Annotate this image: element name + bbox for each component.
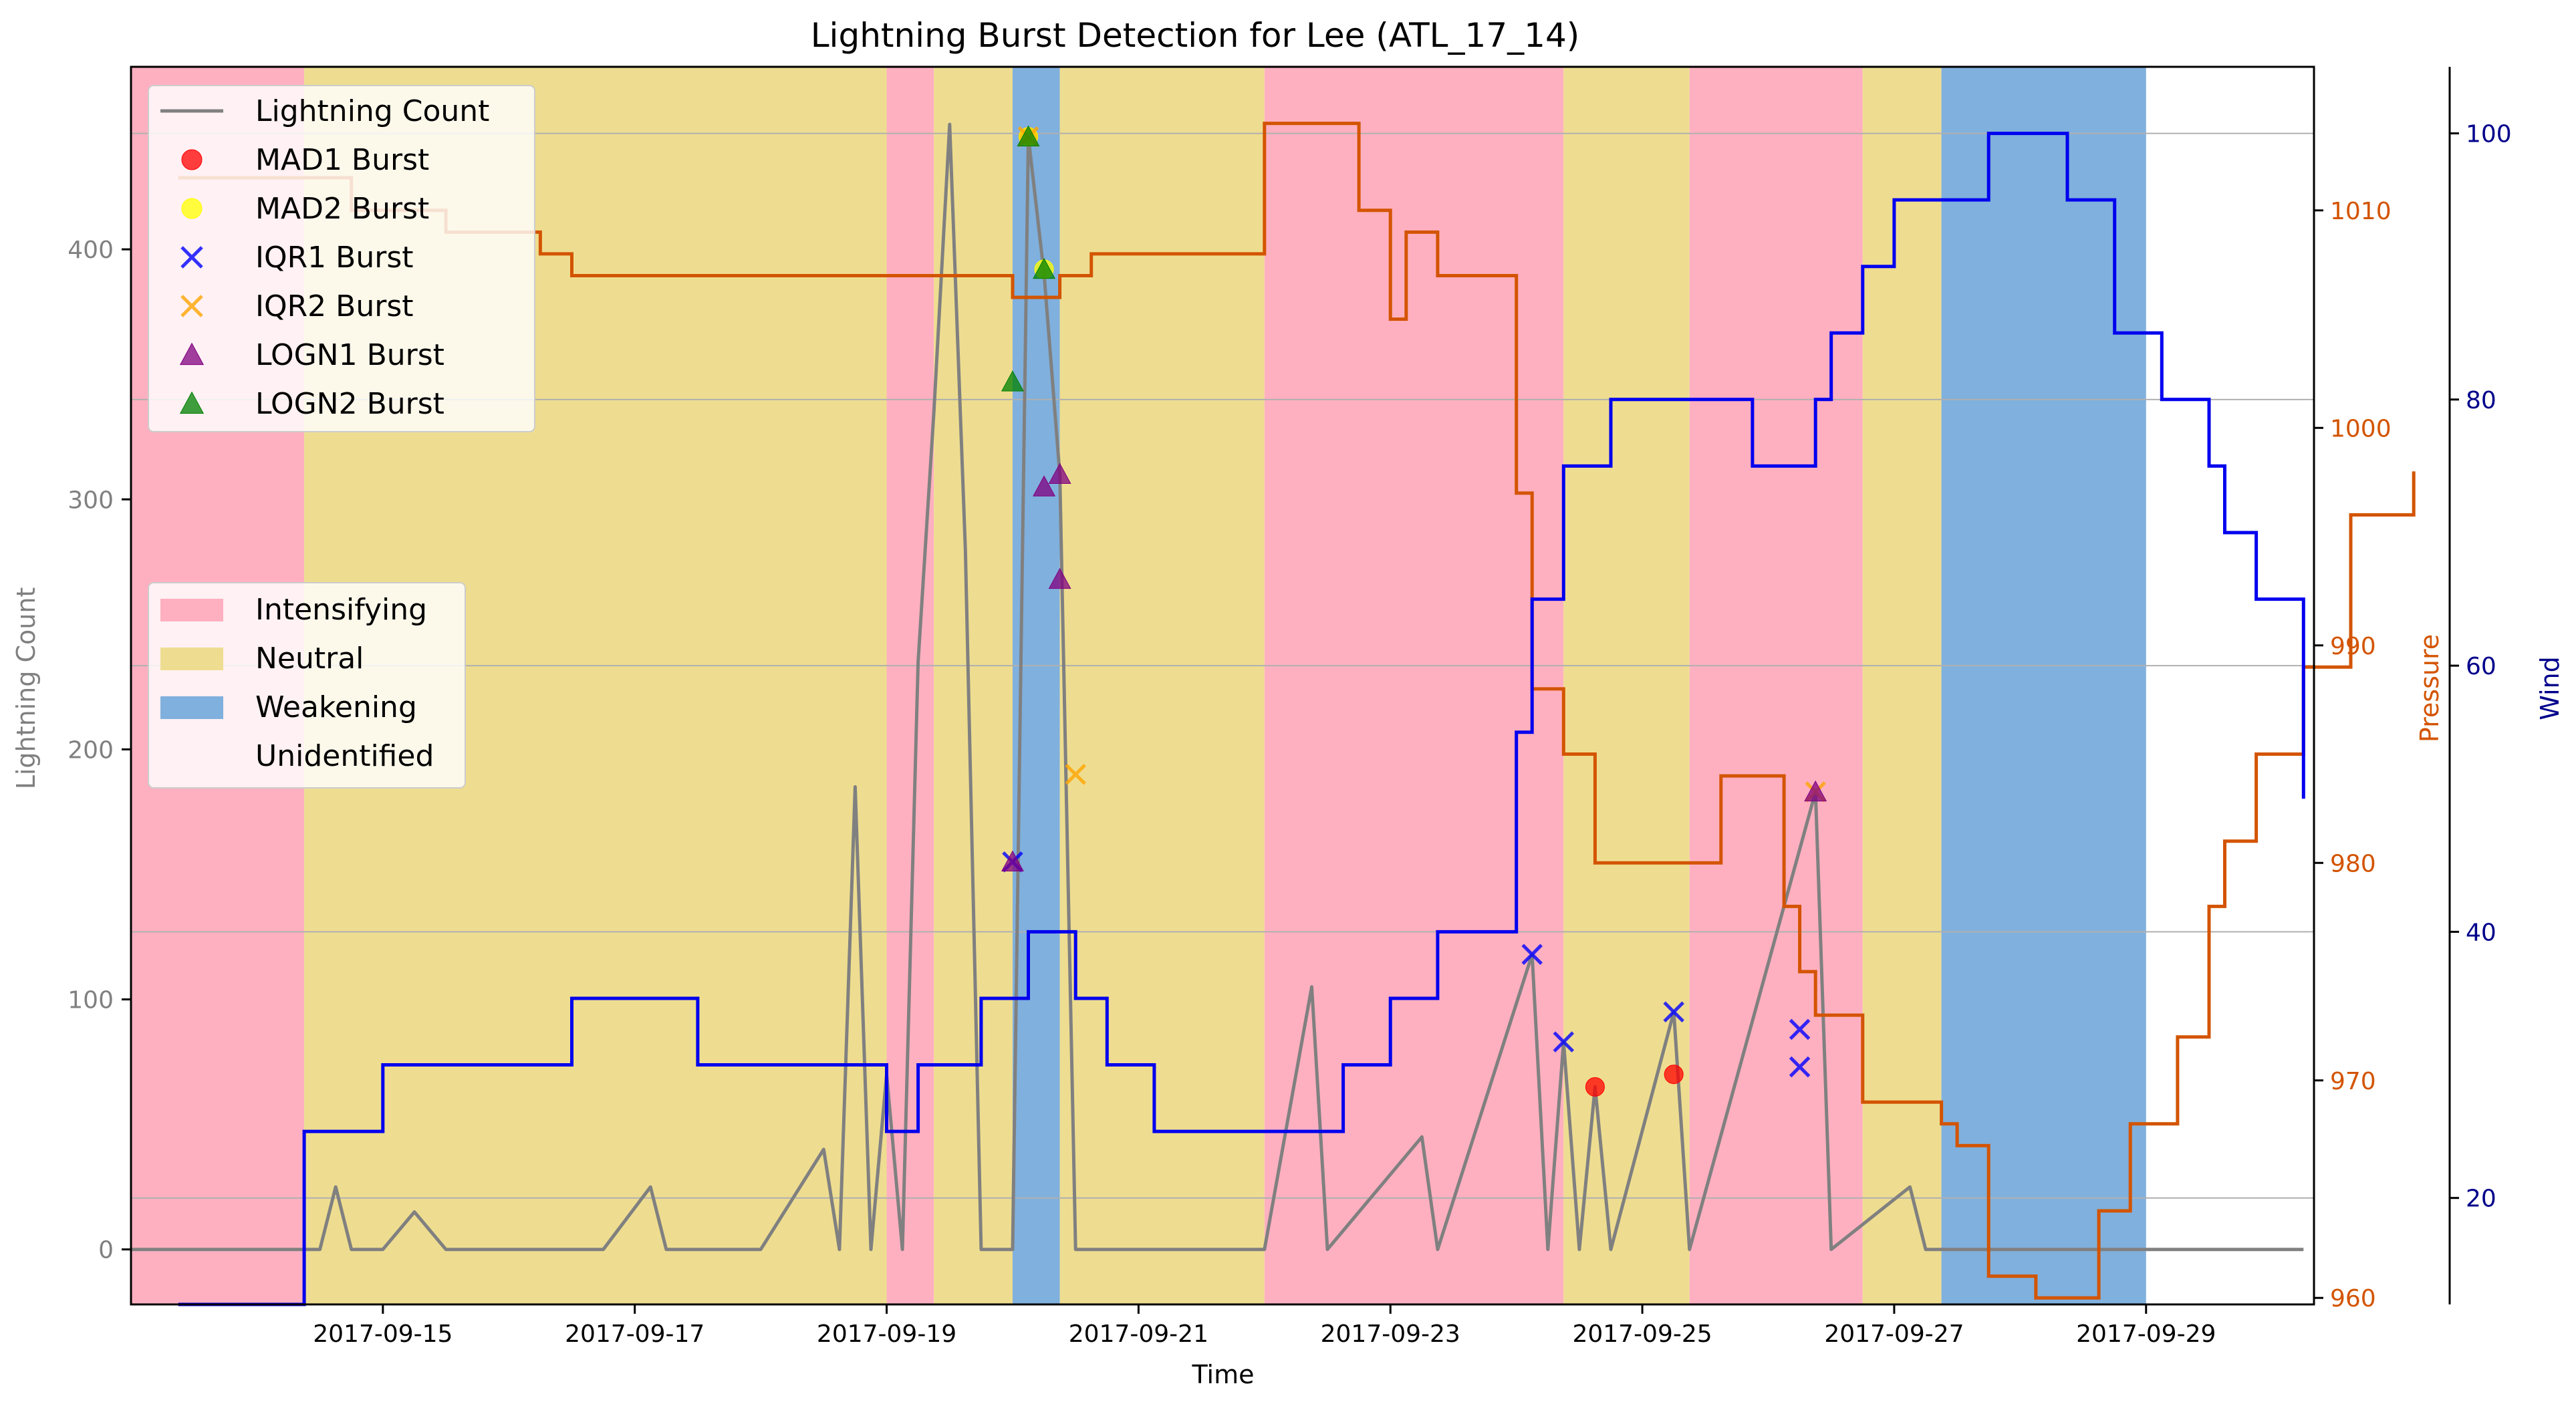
wind-line (178, 132, 2305, 1306)
mad1-burst-marker (1585, 1077, 1605, 1097)
y-tick-label-wind: 100 (2466, 121, 2512, 148)
pressure-layer (178, 122, 2416, 1300)
y-tick-label-lightning: 100 (68, 987, 114, 1014)
x-tick-label: 2017-09-25 (1572, 1320, 1712, 1348)
legend-series-label: MAD2 Burst (255, 192, 429, 226)
legend-phase-label: Neutral (255, 642, 364, 676)
legend-series-label: LOGN1 Burst (255, 338, 444, 372)
legend-marker-swatch (181, 198, 203, 219)
legend-phases: Intensifying Neutral Weakening Unidentified (148, 582, 466, 789)
logn2-burst-marker (1001, 370, 1024, 392)
lightning-layer (131, 122, 2304, 1252)
legend-series: Lightning Count MAD1 Burst MAD2 Burst IQR1 … (148, 85, 535, 432)
y-tick-label-pressure: 980 (2330, 850, 2376, 877)
x-tick-label: 2017-09-19 (817, 1320, 956, 1348)
phase-band-neutral (1862, 67, 1942, 1304)
y-tick-label-lightning: 400 (68, 237, 114, 264)
legend-marker-swatch (179, 391, 205, 414)
legend-series-label: LOGN2 Burst (255, 387, 444, 421)
legend-phase-label: Weakening (255, 690, 417, 724)
x-tick-label: 2017-09-15 (313, 1320, 453, 1348)
iqr1-burst-marker (1553, 1031, 1575, 1052)
iqr1-burst-marker (1521, 944, 1543, 965)
y-tick-label-pressure: 1010 (2330, 198, 2392, 225)
x-tick-label: 2017-09-23 (1321, 1320, 1460, 1348)
y-tick-label-wind: 60 (2466, 653, 2496, 680)
y-axis-label-lightning: Lightning Count (11, 587, 41, 790)
logn1-burst-marker (1033, 475, 1056, 497)
logn1-burst-marker (1001, 850, 1024, 871)
logn2-burst-marker (1033, 257, 1056, 279)
legend-phase-label: Intensifying (255, 593, 427, 627)
lightning-count-line (131, 122, 2304, 1252)
iqr1-burst-marker (1663, 1001, 1684, 1023)
iqr1-burst-marker (1789, 1018, 1811, 1040)
axes: 2017-09-15 2017-09-17 2017-09-19 2017-09-21… (68, 65, 2512, 1348)
x-tick-label: 2017-09-21 (1069, 1320, 1208, 1348)
y-tick-label-pressure: 990 (2330, 633, 2376, 660)
y-axis-label-wind: Wind (2535, 656, 2565, 720)
phase-band-intensifying (1689, 67, 1863, 1304)
phase-band-intensifying (1264, 67, 1564, 1304)
phase-band-intensifying (886, 67, 934, 1304)
y-tick-label-wind: 20 (2466, 1185, 2496, 1213)
legend-marker-swatch (180, 246, 203, 269)
mad1-burst-marker (1664, 1065, 1684, 1085)
x-axis-label: Time (1192, 1360, 1255, 1389)
chart-title: Lightning Burst Detection for Lee (ATL_1… (811, 16, 1580, 55)
legend-series-label: IQR2 Burst (255, 289, 414, 323)
legend-phase-swatch (160, 599, 223, 621)
phase-band-neutral (934, 67, 1013, 1304)
legend-marker-swatch (181, 149, 203, 170)
y-tick-label-pressure: 1000 (2330, 415, 2392, 442)
legend-series-label: Lightning Count (255, 94, 489, 128)
y-tick-label-wind: 40 (2466, 919, 2496, 946)
logn2-burst-marker (1017, 125, 1040, 146)
x-tick-label: 2017-09-29 (2076, 1320, 2216, 1348)
y-tick-label-lightning: 0 (98, 1237, 114, 1264)
legend-phase-label: Unidentified (255, 739, 434, 773)
y-tick-label-pressure: 970 (2330, 1068, 2376, 1095)
logn1-burst-marker (1804, 780, 1827, 802)
logn1-burst-marker (1048, 567, 1071, 589)
y-tick-label-lightning: 200 (68, 736, 114, 764)
phase-band-weakening (1941, 67, 2146, 1304)
phase-band-neutral (1059, 67, 1265, 1304)
logn1-burst-marker (1048, 462, 1071, 484)
wind-layer (178, 132, 2305, 1306)
x-tick-label: 2017-09-17 (565, 1320, 704, 1348)
plot-frame (130, 65, 2315, 1306)
legend-marker-swatch (180, 295, 203, 317)
y-axis-label-pressure: Pressure (2415, 634, 2444, 742)
legend-series-label: MAD1 Burst (255, 143, 429, 177)
legend-phase-swatch (160, 648, 223, 670)
burst-markers (1001, 125, 1827, 1097)
x-tick-label: 2017-09-27 (1824, 1320, 1964, 1348)
legend-series-label: IQR1 Burst (255, 241, 414, 275)
legend-series-box (148, 85, 535, 432)
legend-marker-swatch (179, 342, 205, 366)
iqr2-burst-marker (1065, 764, 1086, 785)
phase-band-neutral (1563, 67, 1690, 1304)
iqr1-burst-marker (1789, 1056, 1811, 1078)
legend-phase-swatch (160, 696, 223, 719)
y-tick-label-lightning: 300 (68, 486, 114, 514)
pressure-line (178, 122, 2416, 1300)
y-tick-label-pressure: 960 (2330, 1285, 2376, 1312)
y-tick-label-wind: 80 (2466, 387, 2496, 414)
legend-phases-box (148, 582, 466, 789)
